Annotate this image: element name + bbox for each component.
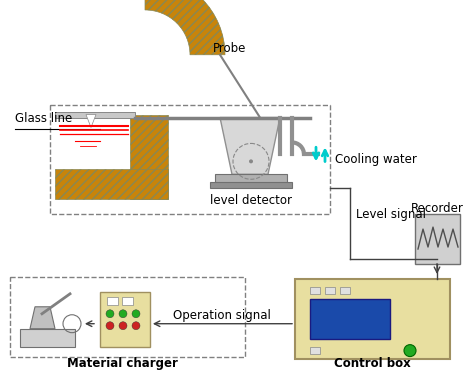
Bar	[310, 287, 320, 294]
Bar	[122, 297, 133, 305]
Circle shape	[249, 159, 253, 163]
Circle shape	[119, 322, 127, 330]
Bar	[215, 174, 287, 184]
Circle shape	[106, 322, 114, 330]
Circle shape	[106, 310, 114, 318]
Polygon shape	[30, 307, 55, 329]
Circle shape	[404, 344, 416, 357]
Bar	[210, 182, 292, 188]
Text: Control box: Control box	[333, 357, 411, 370]
Text: Glass line: Glass line	[15, 111, 72, 125]
Bar	[340, 287, 350, 294]
Text: Recorder: Recorder	[411, 202, 464, 215]
Circle shape	[132, 322, 140, 330]
Circle shape	[132, 310, 140, 318]
Polygon shape	[220, 118, 280, 174]
Bar	[325, 287, 335, 294]
Polygon shape	[86, 115, 96, 128]
Text: level detector: level detector	[210, 194, 292, 207]
Bar	[20, 329, 75, 347]
Wedge shape	[145, 0, 225, 55]
Text: Cooling water: Cooling water	[335, 153, 417, 166]
Bar	[100, 292, 150, 347]
Bar	[295, 279, 450, 359]
Bar	[107, 297, 118, 305]
Text: Material charger: Material charger	[67, 357, 177, 370]
Bar	[130, 115, 168, 199]
Circle shape	[119, 310, 127, 318]
Bar	[55, 112, 135, 118]
Text: Level signal: Level signal	[356, 208, 426, 221]
Text: Operation signal: Operation signal	[173, 309, 271, 322]
Bar	[310, 347, 320, 354]
Bar	[55, 169, 168, 199]
Bar	[310, 299, 390, 339]
Bar	[415, 214, 460, 264]
Text: Probe: Probe	[213, 42, 246, 55]
